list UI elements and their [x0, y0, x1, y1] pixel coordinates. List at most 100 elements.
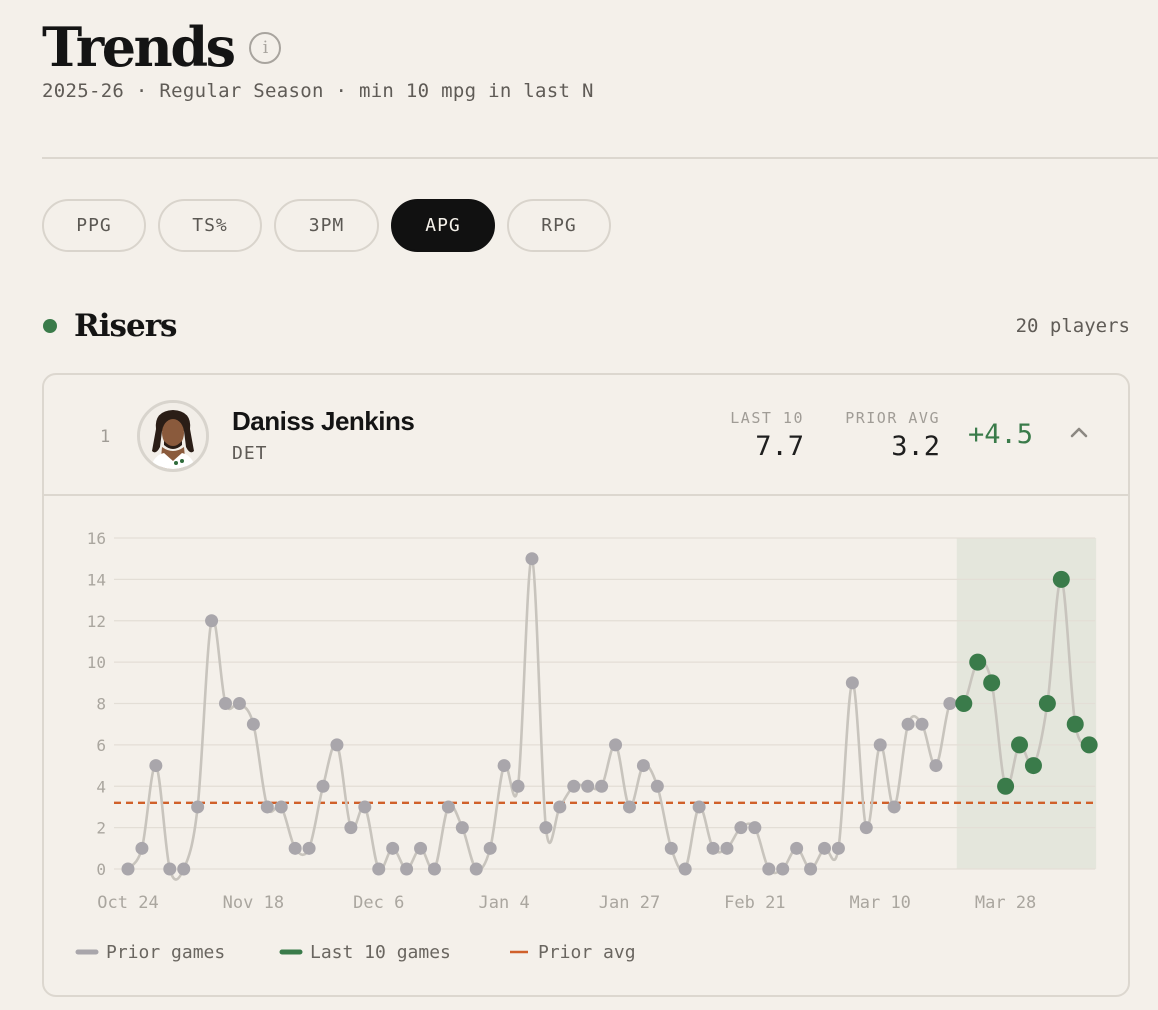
prior-game-point: [483, 841, 497, 855]
header-divider: [42, 157, 1158, 159]
last10-game-point: [1080, 736, 1098, 754]
prior-game-point: [205, 614, 219, 628]
prior-game-point: [748, 821, 762, 835]
apg-trend-chart: 0 2 4 6 8 10 12 14 16 Oct 24 Nov 18 Dec 6 Jan 4 Jan 2…: [75, 529, 1098, 963]
stat-tabs: PPG TS% 3PM APG RPG: [42, 199, 611, 252]
chevron-up-icon[interactable]: [1068, 421, 1090, 443]
player-count: 20 players: [1015, 315, 1130, 337]
prior-game-point: [414, 841, 428, 855]
prior-game-point: [232, 697, 246, 710]
prior-game-point: [135, 841, 149, 855]
prior-game-point: [859, 821, 873, 835]
x-tick-label: Jan 4: [479, 893, 530, 913]
last10-label: LAST 10: [730, 409, 804, 427]
x-tick-label: Mar 10: [850, 893, 911, 913]
prior-game-point: [692, 800, 706, 814]
y-tick-label: 6: [96, 736, 106, 755]
prior-game-point: [650, 779, 664, 793]
prior-game-point: [191, 800, 205, 814]
y-tick-label: 8: [96, 695, 106, 714]
prior-game-point: [915, 717, 929, 731]
tab-apg[interactable]: APG: [391, 199, 495, 252]
info-icon[interactable]: i: [249, 32, 282, 64]
y-tick-label: 14: [87, 570, 106, 589]
y-tick-label: 2: [96, 819, 106, 838]
last10-game-point: [997, 777, 1015, 795]
prior-game-point: [581, 779, 595, 793]
prior-avg-value: 3.2: [891, 431, 940, 462]
prior-game-point: [720, 841, 734, 855]
last10-game-point: [1066, 715, 1084, 733]
player-card-header[interactable]: 1 Daniss Jenkins DET LAST 10 7.7 PRIOR A…: [44, 375, 1128, 496]
player-rank: 1: [100, 427, 111, 447]
y-tick-label: 12: [87, 612, 106, 631]
last10-game-point: [1011, 736, 1029, 754]
prior-avg-label: PRIOR AVG: [845, 409, 940, 427]
page-title: Trends: [42, 15, 236, 79]
x-tick-label: Jan 27: [599, 893, 660, 913]
prior-game-point: [790, 841, 804, 855]
prior-game-point: [622, 800, 636, 814]
prior-game-point: [455, 821, 469, 835]
last10-game-point: [1052, 570, 1070, 588]
prior-game-point: [246, 717, 260, 731]
tab-rpg[interactable]: RPG: [507, 199, 611, 252]
last10-game-point: [1024, 757, 1042, 775]
prior-game-point: [400, 862, 414, 876]
prior-game-point: [358, 800, 372, 814]
prior-game-point: [260, 800, 274, 814]
y-tick-label: 0: [96, 860, 106, 879]
tab-ppg[interactable]: PPG: [42, 199, 146, 252]
player-team: DET: [232, 443, 268, 464]
prior-game-point: [274, 800, 288, 814]
prior-game-point: [539, 821, 553, 835]
prior-game-point: [831, 841, 845, 855]
prior-game-point: [706, 841, 720, 855]
prior-game-point: [818, 841, 831, 855]
legend-last10-label: Last 10 games: [310, 942, 451, 963]
prior-game-point: [177, 862, 191, 876]
prior-game-point: [302, 841, 316, 855]
last10-value: 7.7: [755, 431, 804, 462]
prior-game-point: [288, 841, 302, 855]
prior-game-point: [636, 759, 650, 773]
prior-game-point: [163, 862, 177, 876]
last10-game-point: [983, 674, 1001, 692]
x-tick-label: Dec 6: [353, 893, 404, 913]
prior-game-point: [149, 759, 163, 773]
prior-game-point: [441, 800, 455, 814]
prior-game-point: [427, 862, 441, 876]
x-tick-label: Oct 24: [97, 893, 158, 913]
prior-game-point: [567, 779, 581, 793]
prior-game-point: [344, 821, 358, 835]
prior-game-point: [873, 738, 887, 752]
prior-game-point: [497, 759, 511, 773]
prior-game-point: [887, 800, 901, 814]
risers-dot-icon: [43, 319, 57, 333]
x-tick-label: Feb 21: [724, 893, 785, 913]
prior-game-point: [219, 697, 233, 710]
prior-game-point: [372, 862, 386, 876]
tab-ts-pct[interactable]: TS%: [158, 199, 262, 252]
prior-game-point: [664, 841, 678, 855]
y-tick-label: 16: [87, 529, 106, 548]
prior-game-point: [901, 717, 915, 731]
prior-game-point: [595, 779, 609, 793]
legend-avg-label: Prior avg: [538, 942, 636, 963]
player-card: 1 Daniss Jenkins DET LAST 10 7.7 PRIOR A…: [42, 373, 1130, 997]
prior-game-point: [330, 738, 344, 752]
last10-game-point: [955, 695, 973, 712]
prior-game-point: [511, 779, 525, 793]
prior-game-point: [469, 862, 483, 876]
prior-game-point: [609, 738, 623, 752]
section-title: Risers: [74, 308, 177, 344]
series-line: [126, 557, 1091, 881]
page-subtitle: 2025-26 · Regular Season · min 10 mpg in…: [42, 80, 594, 102]
prior-game-point: [553, 800, 567, 814]
x-tick-label: Nov 18: [223, 893, 284, 913]
prior-game-point: [386, 841, 400, 855]
prior-game-point: [929, 759, 943, 773]
prior-game-point: [316, 779, 330, 793]
tab-3pm[interactable]: 3PM: [274, 199, 379, 252]
x-tick-label: Mar 28: [975, 893, 1036, 913]
